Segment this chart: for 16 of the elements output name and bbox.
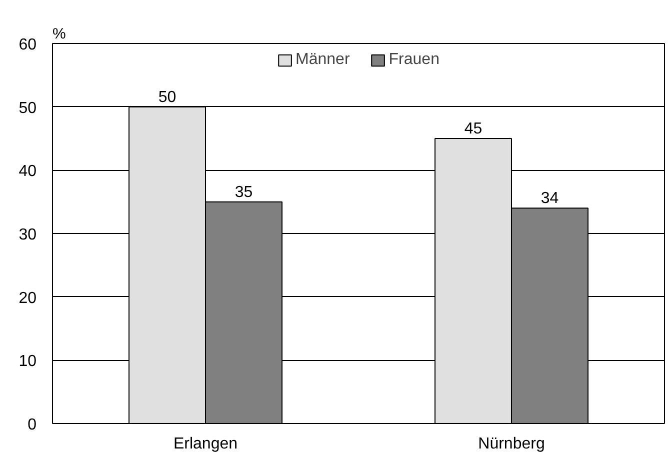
data-label: 45 (464, 120, 482, 138)
data-label: 50 (158, 88, 176, 106)
y-tick-label: 60 (18, 36, 37, 54)
y-tick-label: 0 (28, 416, 37, 434)
y-tick-label: 10 (18, 353, 37, 370)
data-label: 34 (540, 190, 559, 208)
x-tick-label: Nürnberg (478, 436, 545, 452)
y-tick-label: 20 (18, 290, 37, 307)
y-axis-title: % (52, 26, 66, 42)
legend-label: Frauen (388, 51, 440, 69)
y-tick-label: 40 (18, 163, 37, 180)
y-tick-label: 50 (18, 100, 37, 117)
data-label: 35 (234, 184, 253, 201)
y-tick-label: 30 (18, 226, 37, 244)
legend-label: Männer (296, 51, 350, 69)
x-tick-label: Erlangen (173, 436, 238, 452)
